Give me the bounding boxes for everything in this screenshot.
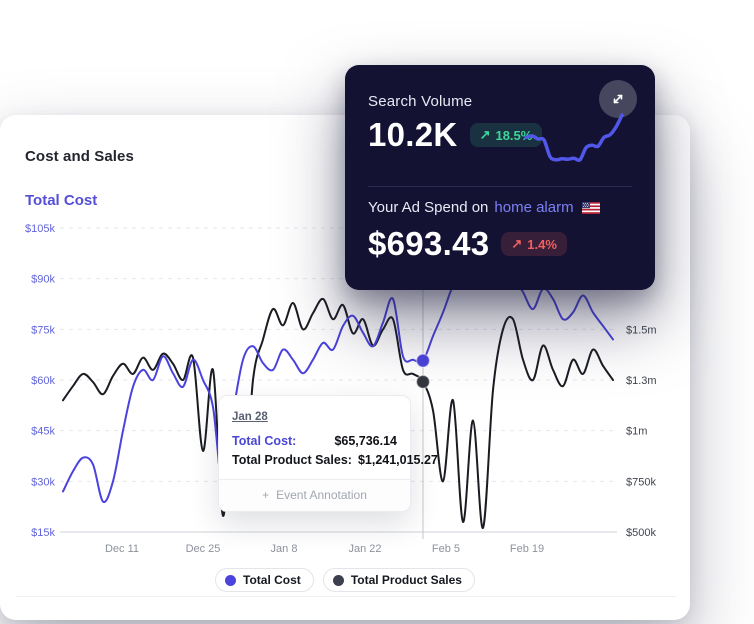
right-axis-tick: $1.3m xyxy=(626,375,657,387)
series-line-total-product-sales xyxy=(62,297,614,529)
right-axis-tick: $500k xyxy=(626,527,656,539)
x-axis-tick: Jan 8 xyxy=(271,543,298,555)
search-volume-card: Search Volume 10.2K ↗ 18.5% Your Ad Spen… xyxy=(345,65,655,290)
highlight-dot-product-sales xyxy=(415,374,431,390)
x-axis-tick: Dec 25 xyxy=(186,543,221,555)
x-axis-tick: Feb 5 xyxy=(432,543,460,555)
expand-button[interactable] xyxy=(599,80,637,118)
search-volume-value: 10.2K xyxy=(368,116,458,153)
legend-item-total-product-sales[interactable]: Total Product Sales xyxy=(322,568,475,592)
chart-legend: Total Cost Total Product Sales xyxy=(0,568,690,592)
left-axis-tick: $75k xyxy=(31,324,55,336)
tooltip-row-product-sales: Total Product Sales: $1,241,015.27 xyxy=(232,451,438,470)
legend-label: Total Cost xyxy=(243,573,301,587)
card-divider xyxy=(368,186,632,187)
left-axis-tick: $60k xyxy=(31,375,55,387)
delta-value: 1.4% xyxy=(527,236,557,252)
keyword-link[interactable]: home alarm xyxy=(494,199,574,216)
trend-up-icon: ↗ xyxy=(479,127,491,142)
left-axis-tick: $45k xyxy=(31,426,55,438)
highlight-dot-total-cost xyxy=(415,353,431,368)
x-axis-tick: Jan 22 xyxy=(348,543,381,555)
tooltip-label: Total Product Sales: xyxy=(232,453,352,467)
event-annotation-label: Event Annotation xyxy=(276,488,367,502)
legend-item-total-cost[interactable]: Total Cost xyxy=(215,568,314,592)
trend-up-icon: ↗ xyxy=(511,236,523,251)
legend-dot-icon xyxy=(332,574,344,586)
sparkline-path xyxy=(524,113,624,163)
tooltip-value: $1,241,015.27 xyxy=(357,453,438,467)
ad-spend-prefix: Your Ad Spend on xyxy=(368,199,489,216)
right-axis-tick: $750k xyxy=(626,476,656,488)
legend-label: Total Product Sales xyxy=(350,573,462,587)
ad-spend-delta-badge: ↗ 1.4% xyxy=(501,232,567,256)
card-title: Cost and Sales xyxy=(25,148,134,165)
ad-spend-metric: $693.43 ↗ 1.4% xyxy=(368,225,567,263)
right-axis-tick: $1m xyxy=(626,426,647,438)
left-axis-tick: $90k xyxy=(31,274,55,286)
ad-spend-label: Your Ad Spend on home alarm xyxy=(368,199,600,216)
delta-value: 18.5% xyxy=(495,127,533,143)
legend-dot-icon xyxy=(225,574,237,586)
chart-tooltip: Jan 28 Total Cost: $65,736.14 Total Prod… xyxy=(218,395,438,512)
ad-spend-value: $693.43 xyxy=(368,225,490,262)
search-volume-sparkline xyxy=(524,113,624,163)
x-axis-tick: Dec 11 xyxy=(105,543,139,555)
expand-icon xyxy=(613,94,623,104)
event-annotation-button[interactable]: + Event Annotation xyxy=(219,479,410,511)
search-volume-label: Search Volume xyxy=(368,93,473,110)
tooltip-row-total-cost: Total Cost: $65,736.14 xyxy=(232,432,397,451)
card-footer-divider xyxy=(16,596,676,597)
search-volume-metric: 10.2K ↗ 18.5% xyxy=(368,116,543,154)
left-axis-tick: $105k xyxy=(25,223,55,235)
left-axis-tick: $30k xyxy=(31,476,55,488)
tooltip-label: Total Cost: xyxy=(232,434,297,448)
us-flag-icon xyxy=(581,201,600,214)
right-axis-tick: $1.5m xyxy=(626,324,657,336)
search-volume-delta-badge: ↗ 18.5% xyxy=(469,123,543,147)
active-series-label: Total Cost xyxy=(25,192,98,209)
x-axis-tick: Feb 19 xyxy=(510,543,544,555)
tooltip-date: Jan 28 xyxy=(232,411,268,423)
plus-icon: + xyxy=(262,488,270,502)
left-axis-tick: $15k xyxy=(31,527,55,539)
tooltip-value: $65,736.14 xyxy=(334,434,397,448)
